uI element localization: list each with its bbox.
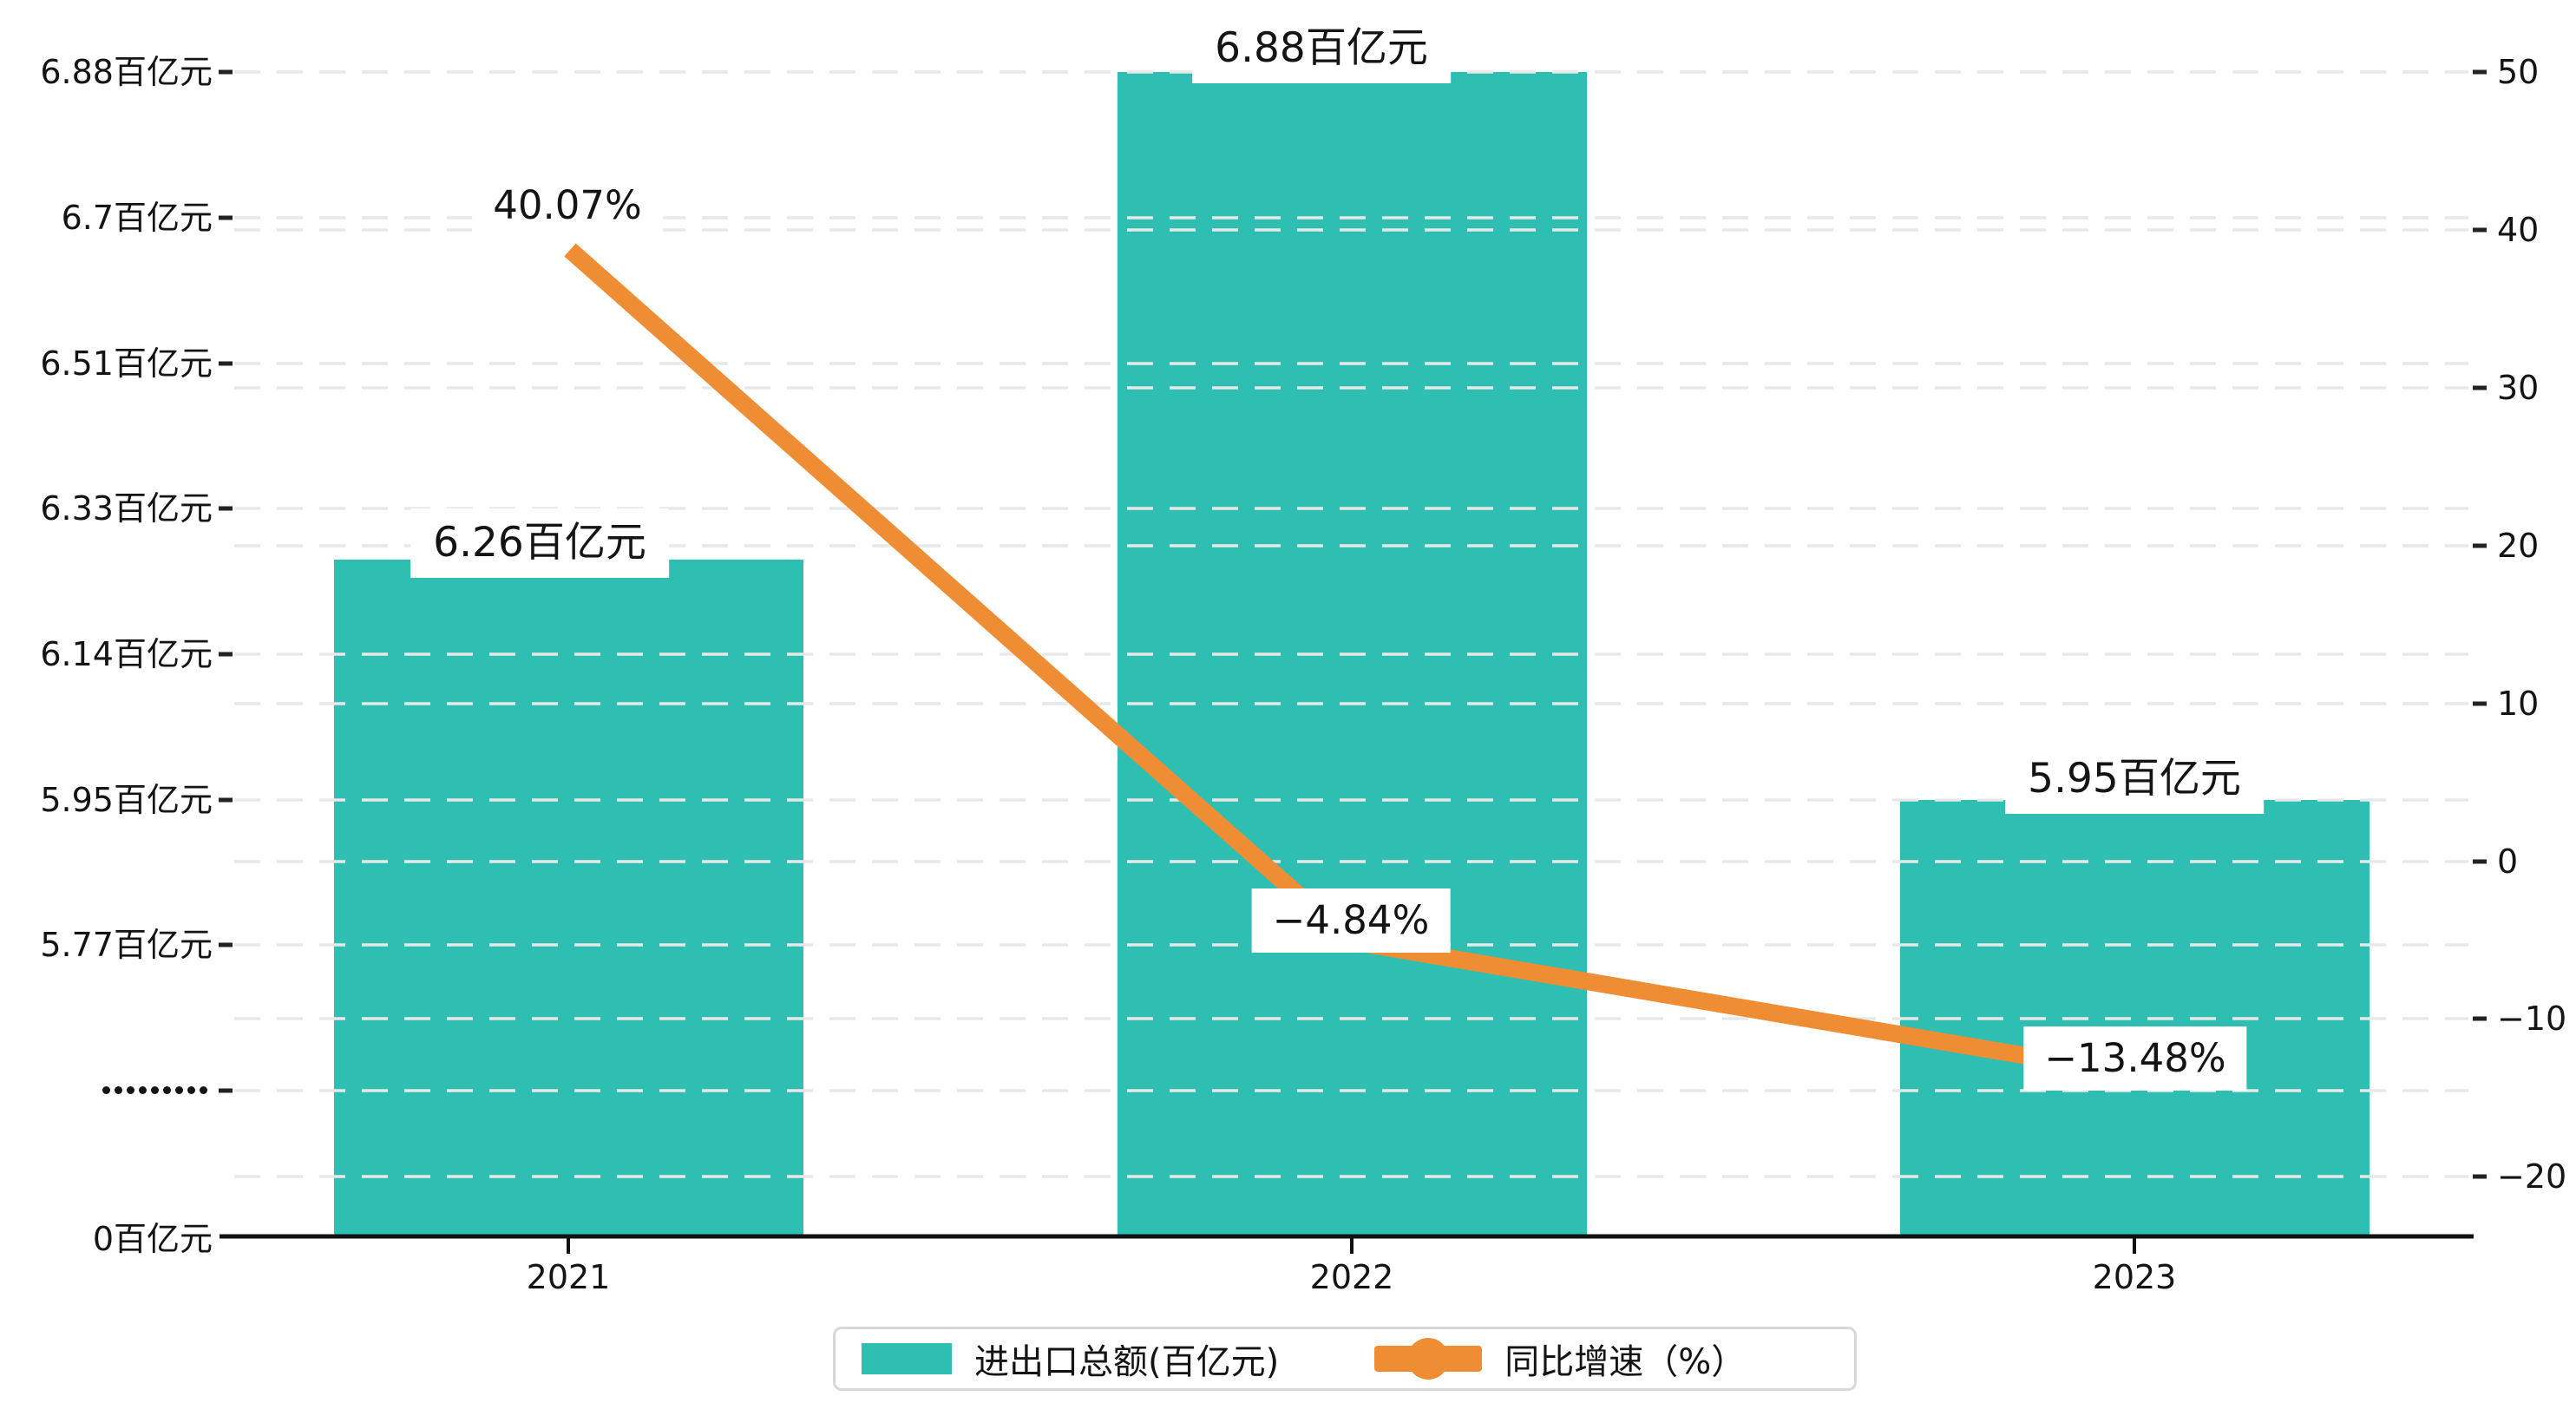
legend-label-bar-series: 进出口总额(百亿元) [974,1342,1280,1382]
axis-break-dot [151,1086,159,1094]
legend: 进出口总额(百亿元) 同比增速（%） [833,1327,1857,1391]
legend-label-line-series: 同比增速（%） [1504,1342,1747,1382]
axis-break-dot [127,1086,134,1094]
axis-break-dots [102,1086,207,1094]
axis-break-dot [163,1086,171,1094]
axis-break-dot [187,1086,195,1094]
x-axis-label-2021: 2021 [526,1258,611,1296]
axis-break-dot [200,1086,207,1094]
growth-value-label: 40.07% [472,174,663,238]
left-axis-label: 6.14百亿元 [40,635,213,673]
left-axis-label: 6.88百亿元 [40,53,213,91]
right-axis-label: 0 [2497,842,2519,881]
right-axis-label: −10 [2497,1000,2567,1038]
bar-value-label: 6.88百亿元 [1192,14,1451,83]
right-axis-label: −20 [2497,1157,2567,1196]
right-axis-label: 40 [2497,211,2540,249]
left-axis-label: 5.77百亿元 [40,926,213,964]
left-axis-label: 6.7百亿元 [61,199,213,237]
axis-break-dot [139,1086,147,1094]
bar-value-label: 5.95百亿元 [2005,744,2264,814]
left-axis-zero-label: 0百亿元 [92,1220,213,1258]
right-axis-label: 50 [2497,53,2540,91]
legend-item-import-export-total[interactable]: 进出口总额(百亿元) [862,1334,1279,1384]
growth-value-label: −13.48% [2023,1026,2247,1091]
legend-item-yoy-growth[interactable]: 同比增速（%） [1374,1334,1746,1384]
line-series-marker-icon [1374,1338,1483,1380]
right-axis-label: 30 [2497,369,2540,407]
left-axis-label: 6.51百亿元 [40,344,213,383]
growth-value-label: −4.84% [1251,888,1451,953]
axis-break-dot [115,1086,122,1094]
left-axis-label: 6.33百亿元 [40,489,213,528]
line-series-dot-icon [1407,1338,1450,1380]
axis-break-dot [175,1086,183,1094]
right-axis-label: 20 [2497,527,2540,565]
x-axis-label-2023: 2023 [2092,1258,2177,1296]
axis-break-dot [102,1086,110,1094]
x-axis-label-2022: 2022 [1309,1258,1394,1296]
bar-2021 [333,560,803,1236]
right-axis-label: 10 [2497,685,2540,723]
left-axis-label: 5.95百亿元 [40,781,213,819]
bar-series-swatch-icon [862,1343,952,1374]
bar-value-label: 6.26百亿元 [410,508,669,578]
